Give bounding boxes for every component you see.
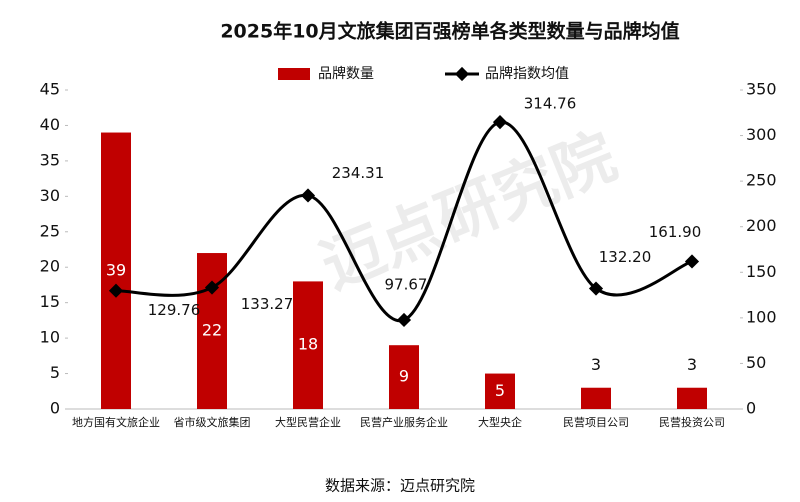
bar [581,387,611,409]
marker [204,280,220,295]
y-tick-label: 45 [40,80,60,99]
y2-tick-label: 350 [746,80,777,99]
line-value-label: 129.76 [148,301,201,319]
bar-value-label: 22 [202,321,222,340]
y-tick-label: 35 [40,150,60,169]
watermark: 迈点研究院 [311,119,626,303]
x-tick-label: 民营项目公司 [563,415,629,429]
y2-tick-label: 150 [746,262,777,281]
legend-label: 品牌指数均值 [485,65,569,82]
bar [101,132,131,410]
x-tick-label: 地方国有文旅企业 [72,415,160,429]
y2-tick-label: 50 [746,353,766,372]
y-tick-label: 15 [40,292,60,311]
line [115,120,693,323]
y2-tick-label: 100 [746,307,777,326]
y2-tick-label: 250 [746,171,777,190]
y-tick-label: 0 [50,399,60,418]
y-tick-label: 5 [50,363,60,382]
legend-swatch [278,68,310,80]
bar [485,373,515,409]
x-tick-label: 省市级文旅集团 [174,415,251,429]
bar-value-label: 3 [687,355,697,374]
bar-value-label: 3 [591,355,601,374]
bar [293,281,323,409]
bar-value-label: 9 [399,367,409,386]
x-tick-label: 民营产业服务企业 [360,415,448,429]
line-value-label: 97.67 [385,275,428,293]
legend-label: 品牌数量 [318,65,374,82]
marker [300,188,316,203]
bar-value-label: 39 [106,260,126,279]
marker [396,312,412,328]
marker [588,281,604,296]
y2-tick-label: 200 [746,216,777,235]
y2-tick-label: 300 [746,125,777,144]
marker [108,283,124,298]
y-tick-label: 25 [40,221,60,240]
x-tick-label: 民营投资公司 [659,415,725,429]
bar [389,345,419,409]
y-tick-label: 20 [40,257,60,276]
y-tick-label: 40 [40,115,60,134]
y-tick-label: 30 [40,186,60,205]
chart-title: 2025年10月文旅集团百强榜单各类型数量与品牌均值 [220,20,679,43]
marker [492,115,508,130]
marker [684,254,700,269]
bar [677,387,707,409]
x-tick-label: 大型民营企业 [275,415,341,429]
line-value-label: 314.76 [524,95,577,113]
line-value-label: 133.27 [241,295,294,313]
legend-marker [454,66,470,82]
y-tick-label: 10 [40,328,60,347]
bar-value-label: 18 [298,335,318,354]
x-tick-label: 大型央企 [478,415,522,429]
y2-tick-label: 0 [746,399,756,418]
bar-value-label: 5 [495,381,505,400]
source: 数据来源：迈点研究院 [325,477,475,495]
line-value-label: 161.90 [649,223,702,241]
line-value-label: 234.31 [332,164,385,182]
line-value-label: 132.20 [599,248,652,266]
